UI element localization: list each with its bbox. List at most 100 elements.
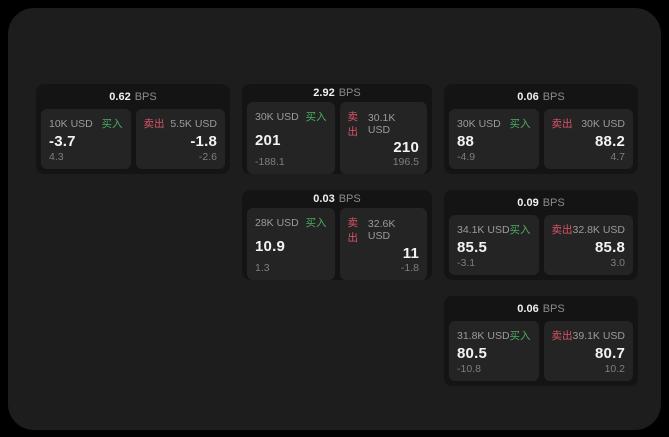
sell-amount: 30.1K USD [367,112,396,136]
sell-amount: 32.6K USD [367,218,396,242]
buy-amount: 10K USD [49,117,93,130]
bps-header: 0.62 BPS [36,84,230,106]
buy-change: 4.3 [49,151,64,163]
quote-card: 2.92 BPS 30K USD 买入 201 -188.1 卖出 30.1K … [242,84,432,174]
sell-amount: 32.8K USD [572,223,626,236]
sell-side-label: 卖出 [143,118,165,130]
sell-change: 196.5 [392,156,419,168]
bps-unit-label: BPS [542,302,565,315]
buy-amount: 28K USD [255,216,299,229]
sell-amount: 5.5K USD [170,117,217,130]
quote-card: 0.09 BPS 34.1K USD 买入 85.5 -3.1 卖出 32.8K… [444,190,638,280]
sell-amount: 30K USD [581,117,625,130]
bps-unit-label: BPS [542,90,565,103]
sell-price: -1.8 [190,132,217,150]
buy-change: -3.1 [457,257,476,269]
sell-panel-top: 卖出 39.1K USD [552,328,626,343]
quote-card: 0.06 BPS 31.8K USD 买入 80.5 -10.8 卖出 39.1… [444,296,638,386]
bps-header: 0.03 BPS [242,190,432,205]
buy-panel-top: 10K USD 买入 [49,116,123,131]
buy-panel-top: 34.1K USD 买入 [457,222,531,237]
buy-amount: 30K USD [255,110,299,123]
bps-unit-label: BPS [542,196,565,209]
buy-price: 85.5 [457,238,487,256]
buy-side-label: 买入 [305,111,327,123]
bps-header: 0.06 BPS [444,296,638,318]
bps-unit-label: BPS [338,193,361,205]
buy-price: 10.9 [255,237,285,255]
bps-value: 0.03 [313,193,335,205]
sell-quote-panel[interactable]: 卖出 32.8K USD 85.8 3.0 [543,215,633,275]
buy-change: -188.1 [255,156,285,168]
sell-side-label: 卖出 [551,224,573,236]
quote-card-body: 31.8K USD 买入 80.5 -10.8 卖出 39.1K USD 80.… [444,318,638,386]
sell-price: 85.8 [595,238,625,256]
buy-side-label: 买入 [509,224,531,236]
sell-change: 4.7 [610,151,625,163]
buy-amount: 31.8K USD [457,329,510,342]
buy-amount: 34.1K USD [457,223,510,236]
buy-price: 80.5 [457,344,487,362]
buy-quote-panel[interactable]: 28K USD 买入 10.9 1.3 [247,208,335,280]
sell-panel-top: 卖出 5.5K USD [144,116,218,131]
sell-quote-panel[interactable]: 卖出 32.6K USD 11 -1.8 [339,208,427,280]
quote-card: 0.62 BPS 10K USD 买入 -3.7 4.3 卖出 5.5K USD… [36,84,230,174]
quote-card: 0.03 BPS 28K USD 买入 10.9 1.3 卖出 32.6K US… [242,190,432,280]
buy-quote-panel[interactable]: 30K USD 买入 201 -188.1 [247,102,335,174]
sell-quote-panel[interactable]: 卖出 30K USD 88.2 4.7 [543,109,633,169]
buy-quote-panel[interactable]: 30K USD 买入 88 -4.9 [449,109,539,169]
bps-value: 2.92 [313,87,335,99]
cards-grid: 0.62 BPS 10K USD 买入 -3.7 4.3 卖出 5.5K USD… [36,84,638,386]
quote-card: 0.06 BPS 30K USD 买入 88 -4.9 卖出 30K USD 8… [444,84,638,174]
buy-panel-top: 30K USD 买入 [457,116,531,131]
buy-side-label: 买入 [509,330,531,342]
buy-change: -4.9 [457,151,476,163]
sell-side-label: 卖出 [551,118,573,130]
buy-side-label: 买入 [101,118,123,130]
sell-price: 11 [402,245,419,262]
sell-side-label: 卖出 [551,330,573,342]
app-window: 0.62 BPS 10K USD 买入 -3.7 4.3 卖出 5.5K USD… [8,8,661,430]
buy-panel-top: 28K USD 买入 [255,215,327,230]
buy-price: 88 [457,132,475,150]
quote-card-body: 28K USD 买入 10.9 1.3 卖出 32.6K USD 11 -1.8 [242,205,432,280]
sell-change: -1.8 [400,262,419,274]
buy-side-label: 买入 [509,118,531,130]
sell-change: -2.6 [198,151,217,163]
quote-card-body: 34.1K USD 买入 85.5 -3.1 卖出 32.8K USD 85.8… [444,212,638,280]
bps-header: 0.06 BPS [444,84,638,106]
sell-price: 88.2 [595,132,625,150]
buy-panel-top: 31.8K USD 买入 [457,328,531,343]
buy-price: 201 [255,131,281,149]
buy-quote-panel[interactable]: 34.1K USD 买入 85.5 -3.1 [449,215,539,275]
buy-quote-panel[interactable]: 31.8K USD 买入 80.5 -10.8 [449,321,539,381]
buy-panel-top: 30K USD 买入 [255,109,327,124]
bps-value: 0.06 [517,302,539,315]
sell-panel-top: 卖出 30.1K USD [348,109,420,139]
bps-unit-label: BPS [134,90,157,103]
quote-card-body: 30K USD 买入 201 -188.1 卖出 30.1K USD 210 1… [242,99,432,174]
sell-price: 80.7 [595,344,625,362]
sell-change: 3.0 [610,257,625,269]
sell-quote-panel[interactable]: 卖出 5.5K USD -1.8 -2.6 [135,109,225,169]
buy-change: 1.3 [255,262,270,274]
sell-side-label: 卖出 [347,217,359,244]
buy-price: -3.7 [49,132,76,150]
sell-panel-top: 卖出 32.6K USD [348,215,420,245]
buy-change: -10.8 [457,363,481,375]
sell-quote-panel[interactable]: 卖出 39.1K USD 80.7 10.2 [543,321,633,381]
sell-quote-panel[interactable]: 卖出 30.1K USD 210 196.5 [339,102,427,174]
buy-quote-panel[interactable]: 10K USD 买入 -3.7 4.3 [41,109,131,169]
buy-amount: 30K USD [457,117,501,130]
quote-card-body: 30K USD 买入 88 -4.9 卖出 30K USD 88.2 4.7 [444,106,638,174]
sell-panel-top: 卖出 32.8K USD [552,222,626,237]
bps-value: 0.62 [109,90,131,103]
sell-change: 10.2 [604,363,625,375]
bps-header: 0.09 BPS [444,190,638,212]
sell-price: 210 [393,139,419,156]
bps-value: 0.09 [517,196,539,209]
bps-header: 2.92 BPS [242,84,432,99]
bps-unit-label: BPS [338,87,361,99]
bps-value: 0.06 [517,90,539,103]
sell-amount: 39.1K USD [572,329,626,342]
